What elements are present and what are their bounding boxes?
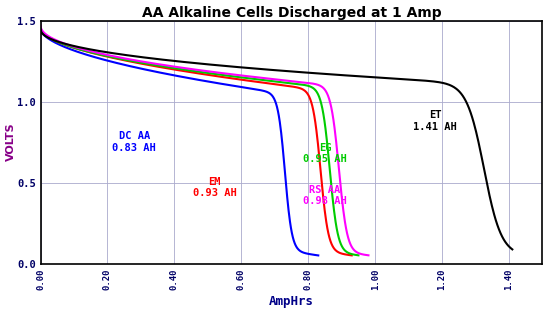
Text: RS AA
0.98 AH: RS AA 0.98 AH xyxy=(303,185,347,206)
Text: DC AA
0.83 AH: DC AA 0.83 AH xyxy=(112,131,156,153)
Y-axis label: VOLTS: VOLTS xyxy=(5,123,15,161)
X-axis label: AmpHrs: AmpHrs xyxy=(269,295,314,308)
Text: EG
0.95 AH: EG 0.95 AH xyxy=(303,143,347,164)
Title: AA Alkaline Cells Discharged at 1 Amp: AA Alkaline Cells Discharged at 1 Amp xyxy=(142,6,441,19)
Text: EM
0.93 AH: EM 0.93 AH xyxy=(193,177,236,198)
Text: ET
1.41 AH: ET 1.41 AH xyxy=(414,110,457,132)
